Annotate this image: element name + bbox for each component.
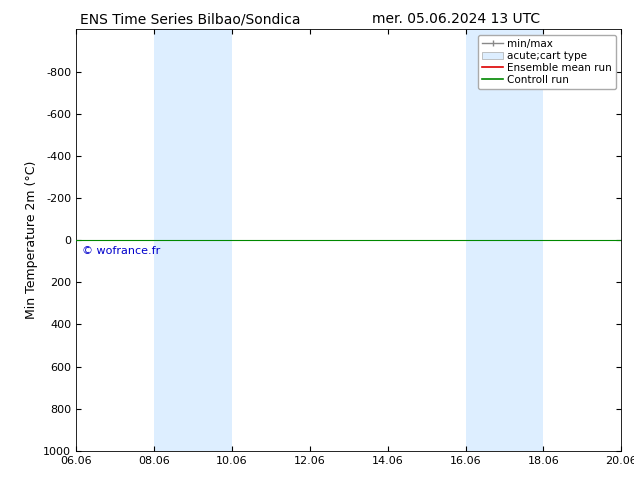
Text: © wofrance.fr: © wofrance.fr (82, 246, 160, 256)
Text: ENS Time Series Bilbao/Sondica: ENS Time Series Bilbao/Sondica (80, 12, 301, 26)
Bar (465, 29, 543, 451)
Y-axis label: Min Temperature 2m (°C): Min Temperature 2m (°C) (25, 161, 37, 319)
Text: mer. 05.06.2024 13 UTC: mer. 05.06.2024 13 UTC (372, 12, 541, 26)
Legend: min/max, acute;cart type, Ensemble mean run, Controll run: min/max, acute;cart type, Ensemble mean … (478, 35, 616, 89)
Bar (154, 29, 232, 451)
